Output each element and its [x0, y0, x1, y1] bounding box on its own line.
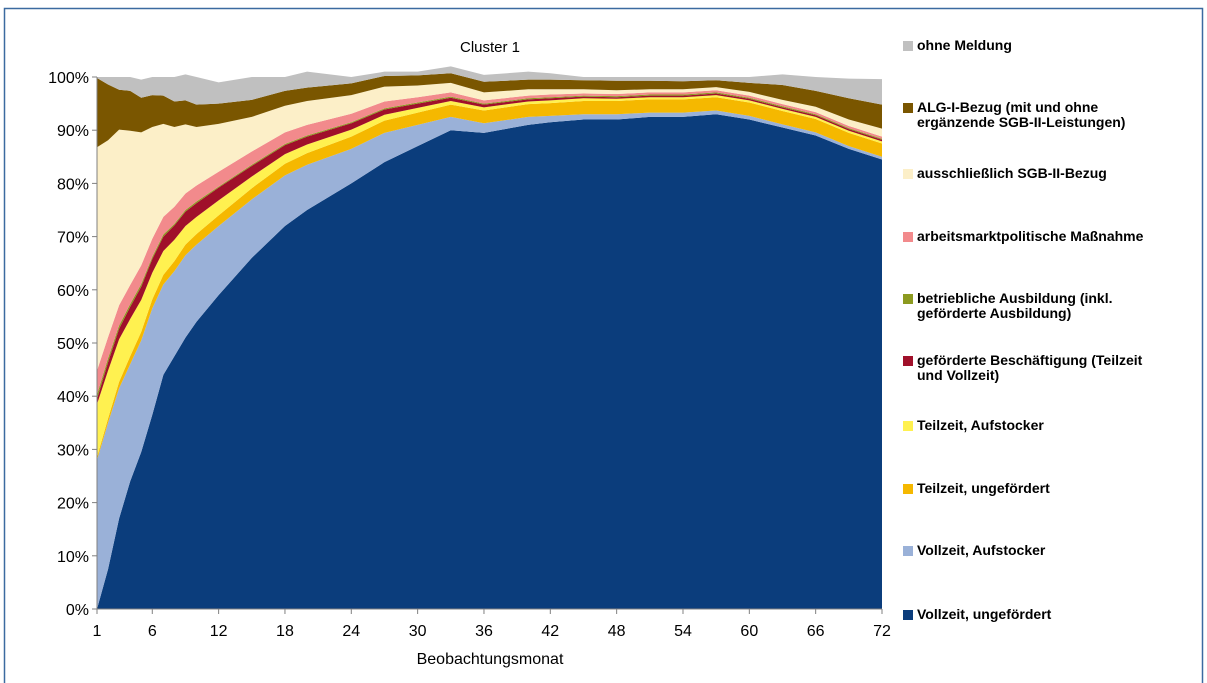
x-tick-label: 72: [873, 623, 891, 640]
y-tick-label: 90%: [57, 123, 89, 140]
legend-item: Teilzeit, ungefördert: [903, 481, 1167, 496]
x-tick-label: 18: [276, 623, 294, 640]
legend-label: Teilzeit, ungefördert: [917, 480, 1050, 496]
x-axis-title: Beobachtungsmonat: [417, 651, 564, 668]
area-series-9: [97, 73, 882, 148]
legend-label: Vollzeit, Aufstocker: [917, 542, 1046, 558]
legend-swatch: [903, 484, 913, 494]
legend-label: betriebliche Ausbildung (inkl. gefördert…: [917, 290, 1113, 321]
legend-swatch: [903, 103, 913, 113]
x-tick-label: 24: [342, 623, 360, 640]
legend-label: ausschließlich SGB-II-Bezug: [917, 165, 1107, 181]
y-tick-label: 70%: [57, 230, 89, 247]
legend-label: Vollzeit, ungefördert: [917, 606, 1052, 622]
y-tick-label: 100%: [48, 70, 89, 87]
legend-swatch: [903, 356, 913, 366]
legend-label: Teilzeit, Aufstocker: [917, 417, 1044, 433]
x-tick-label: 54: [674, 623, 692, 640]
legend-item: ausschließlich SGB-II-Bezug: [903, 166, 1167, 181]
legend-item: ohne Meldung: [903, 38, 1167, 53]
x-tick-label: 6: [148, 623, 157, 640]
chart-border: [3, 7, 1204, 683]
x-tick-label: 30: [409, 623, 427, 640]
legend-swatch: [903, 232, 913, 242]
x-tick-label: 60: [740, 623, 758, 640]
legend-swatch: [903, 41, 913, 51]
x-tick-label: 66: [807, 623, 825, 640]
x-tick-label: 48: [608, 623, 626, 640]
area-series-10: [97, 66, 882, 105]
legend-item: ALG-I-Bezug (mit und ohne ergänzende SGB…: [903, 100, 1167, 130]
legend-swatch: [903, 610, 913, 620]
legend-swatch: [903, 169, 913, 179]
y-tick-label: 0%: [66, 602, 89, 619]
x-tick-label: 36: [475, 623, 493, 640]
legend-item: Teilzeit, Aufstocker: [903, 418, 1167, 433]
chart-title: Cluster 1: [460, 39, 520, 56]
legend-item: arbeitsmarktpolitische Maßnahme: [903, 229, 1167, 244]
y-tick-label: 30%: [57, 442, 89, 459]
legend-item: betriebliche Ausbildung (inkl. gefördert…: [903, 291, 1167, 321]
legend-swatch: [903, 421, 913, 431]
y-tick-label: 10%: [57, 549, 89, 566]
y-tick-label: 50%: [57, 336, 89, 353]
legend-label: geförderte Beschäftigung (Teilzeit und V…: [917, 352, 1143, 383]
legend-label: ALG-I-Bezug (mit und ohne ergänzende SGB…: [917, 99, 1126, 130]
legend-item: Vollzeit, Aufstocker: [903, 543, 1167, 558]
area-series-1: [97, 114, 882, 610]
legend-item: Vollzeit, ungefördert: [903, 607, 1167, 622]
legend-swatch: [903, 546, 913, 556]
legend-swatch: [903, 294, 913, 304]
y-tick-label: 20%: [57, 496, 89, 513]
y-tick-label: 60%: [57, 283, 89, 300]
x-axis: 1 6 12 18 24 30 36 42 48 54 60 66 72: [93, 608, 891, 640]
legend-item: geförderte Beschäftigung (Teilzeit und V…: [903, 353, 1167, 383]
y-axis: 0% 10% 20% 30% 40% 50% 60% 70% 80% 90% 100%: [48, 70, 98, 619]
y-tick-label: 80%: [57, 176, 89, 193]
area-series-group: [97, 66, 882, 610]
legend-label: ohne Meldung: [917, 37, 1012, 53]
y-tick-label: 40%: [57, 389, 89, 406]
legend-label: arbeitsmarktpolitische Maßnahme: [917, 228, 1144, 244]
x-tick-label: 12: [210, 623, 228, 640]
legend: ohne Meldung ALG-I-Bezug (mit und ohne er…: [903, 0, 1203, 683]
x-tick-label: 1: [93, 623, 102, 640]
x-tick-label: 42: [541, 623, 559, 640]
